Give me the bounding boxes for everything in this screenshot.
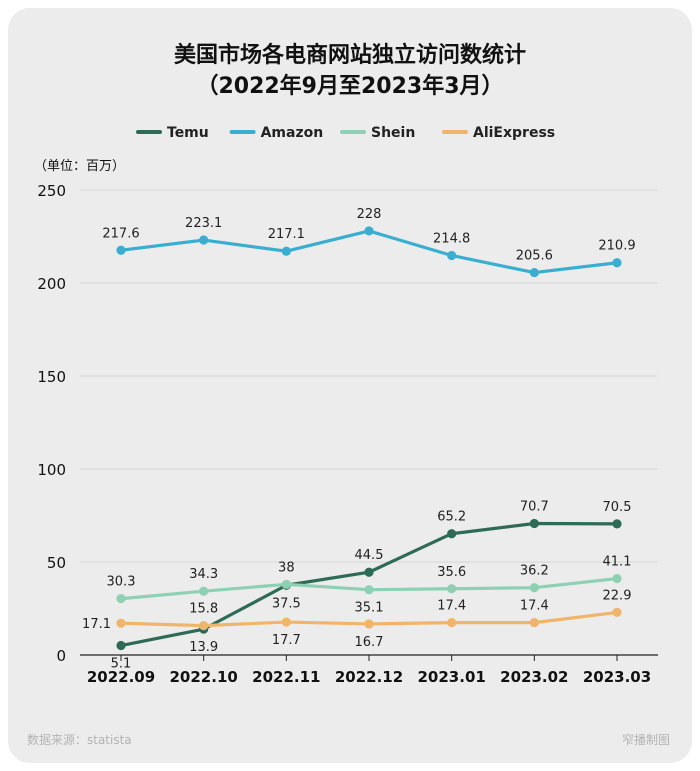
data-label: 210.9 — [598, 239, 635, 254]
data-label: 44.5 — [355, 548, 384, 563]
y-tick-label: 100 — [37, 461, 66, 479]
x-axis: 2022.09 2022.10 2022.11 2022.12 2023.01 2023.… — [87, 655, 651, 686]
data-label: 70.7 — [520, 499, 549, 514]
data-label: 5.1 — [111, 657, 132, 672]
legend-label: Temu — [167, 125, 209, 141]
data-point — [447, 618, 457, 628]
source-note: 数据来源：statista — [27, 732, 132, 747]
x-tick-label: 2022.11 — [252, 668, 320, 686]
y-tick-label: 0 — [56, 647, 66, 665]
data-point — [116, 618, 126, 628]
y-tick-label: 200 — [37, 275, 66, 293]
credit-note: 窄播制图 — [622, 732, 670, 747]
series-aliexpress: 17.1 15.8 17.7 16.7 17.4 17.4 22.9 — [82, 588, 631, 650]
data-point — [116, 245, 126, 255]
data-label: 228 — [357, 207, 382, 222]
data-point — [612, 573, 622, 584]
data-point — [447, 250, 457, 261]
chart-title-line1: 美国市场各电商网站独立访问数统计 — [174, 42, 526, 68]
legend-label: Amazon — [261, 125, 324, 141]
data-label: 38 — [278, 560, 295, 575]
series-layer: 5.113.937.544.565.270.7 70.5217.6223.1217… — [82, 207, 636, 672]
data-label: 30.3 — [107, 575, 136, 590]
y-tick-label: 150 — [37, 368, 66, 386]
data-point — [364, 585, 374, 595]
data-label: 223.1 — [185, 216, 222, 231]
data-point — [447, 584, 457, 594]
data-point — [529, 583, 539, 593]
series-amazon: 217.6 223.1 217.1 228 214.8 205.6 210.9 — [102, 207, 636, 278]
data-point — [612, 607, 622, 618]
legend-label: Shein — [371, 125, 415, 141]
data-label: 13.9 — [189, 640, 218, 655]
data-point — [199, 235, 209, 245]
data-label: 41.1 — [603, 555, 632, 570]
legend-item-temu: Temu — [136, 125, 209, 141]
data-label: 16.7 — [355, 635, 384, 650]
data-label: 35.6 — [437, 565, 466, 580]
data-label: 70.5 — [603, 500, 632, 515]
data-label: 17.4 — [520, 599, 549, 614]
data-label: 217.1 — [268, 227, 305, 242]
data-label: 17.1 — [82, 617, 111, 632]
x-tick-label: 2022.09 — [87, 668, 155, 686]
chart-title-line2: （2022年9月至2023年3月） — [196, 73, 503, 99]
data-point — [281, 617, 291, 627]
data-point — [612, 519, 622, 529]
data-point — [116, 594, 126, 604]
data-label: 65.2 — [437, 510, 466, 525]
data-label: 34.3 — [189, 567, 218, 582]
data-point — [612, 258, 622, 268]
data-label: 37.5 — [272, 596, 301, 611]
y-tick-label: 250 — [37, 182, 66, 200]
data-point — [364, 567, 374, 577]
data-label: 214.8 — [433, 231, 470, 246]
legend-item-aliexpress: AliExpress — [442, 125, 555, 141]
data-label: 17.4 — [437, 599, 466, 614]
x-tick-label: 2023.01 — [418, 668, 486, 686]
data-label: 17.7 — [272, 633, 301, 648]
legend: Temu Amazon Shein AliExpress — [136, 125, 555, 141]
data-label: 35.1 — [355, 601, 384, 616]
data-point — [116, 640, 126, 651]
data-label: 205.6 — [516, 249, 553, 264]
y-axis: 0 50 100 150 200 250 — [37, 182, 66, 665]
x-tick-label: 2023.02 — [500, 668, 568, 686]
data-point — [529, 618, 539, 628]
data-point — [364, 619, 374, 629]
series-shein: 30.3 34.3 38 35.1 35.6 36.2 41.1 — [107, 555, 632, 616]
data-label: 36.2 — [520, 564, 549, 579]
data-point — [364, 226, 374, 236]
x-tick-label: 2023.03 — [583, 668, 651, 686]
data-point — [199, 621, 209, 631]
data-point — [281, 579, 291, 589]
data-point — [281, 246, 291, 256]
unit-label: （单位：百万） — [34, 159, 125, 174]
legend-item-amazon: Amazon — [229, 125, 324, 141]
data-point — [529, 267, 539, 278]
data-point — [199, 586, 209, 596]
data-label: 15.8 — [189, 602, 218, 617]
x-tick-label: 2022.12 — [335, 668, 403, 686]
data-point — [529, 518, 539, 529]
data-label: 217.6 — [102, 226, 139, 241]
y-tick-label: 50 — [47, 554, 66, 572]
legend-item-shein: Shein — [340, 125, 415, 141]
data-label: 22.9 — [603, 588, 632, 603]
legend-label: AliExpress — [473, 125, 555, 141]
x-tick-label: 2022.10 — [170, 668, 238, 686]
data-point — [447, 529, 457, 539]
